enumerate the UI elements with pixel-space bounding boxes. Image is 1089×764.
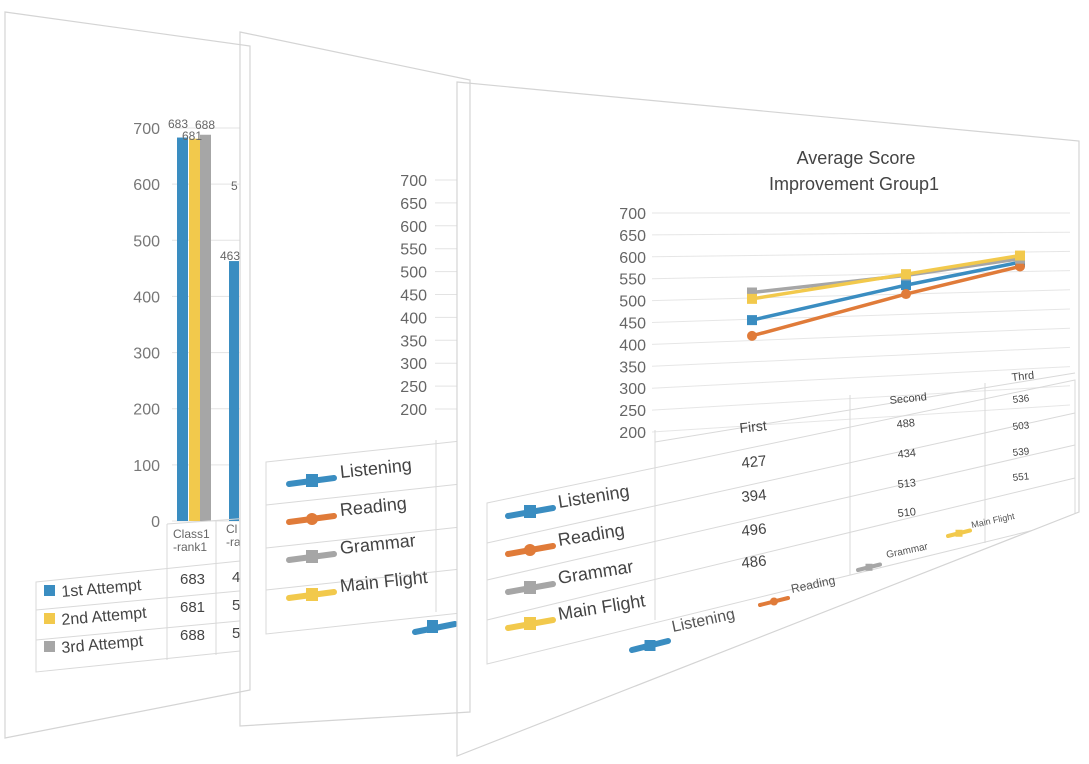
y-tick-label: 250 [400, 379, 427, 396]
data-label: 463 [220, 249, 240, 263]
table-header: First [739, 417, 768, 436]
legend-key-1st-attempt [44, 585, 55, 596]
y-tick-label: 100 [133, 458, 160, 475]
table-cell: 394 [741, 486, 768, 506]
bar-2nd-attempt [189, 138, 200, 521]
table-cell: 496 [741, 520, 768, 540]
y-tick-label: 400 [400, 310, 427, 327]
legend-marker-main-flight [524, 617, 536, 630]
y-tick-label: 600 [619, 250, 646, 267]
category-label: Class1 [173, 527, 210, 541]
legend-key-3rd-attempt [44, 641, 55, 652]
legend-marker-grammar [524, 581, 536, 594]
y-tick-label: 300 [133, 346, 160, 363]
bottom-legend-marker-grammar [865, 563, 873, 571]
category-label: Cl [226, 522, 237, 536]
y-tick-label: 500 [400, 265, 427, 282]
y-tick-label: 550 [400, 242, 427, 259]
y-tick-label: 600 [400, 219, 427, 236]
y-tick-label: 200 [400, 402, 427, 419]
data-label: 688 [195, 118, 215, 132]
data-point-reading [747, 330, 757, 341]
y-tick-label: 700 [619, 206, 646, 223]
table-cell: 5 [232, 597, 240, 614]
table-cell: 551 [1012, 471, 1030, 484]
table-cell: 4 [232, 569, 240, 586]
legend-marker-listening [524, 505, 536, 518]
table-cell: 513 [897, 477, 917, 491]
table-cell: 539 [1012, 446, 1030, 459]
bottom-legend-marker-reading [770, 597, 778, 606]
legend-marker-reading [524, 544, 536, 556]
y-tick-label: 700 [400, 173, 427, 190]
table-cell: 681 [180, 599, 205, 616]
legend-marker [306, 513, 318, 525]
table-header: Thrd [1011, 370, 1035, 384]
y-tick-label: 300 [400, 356, 427, 373]
chart-subtitle: Improvement Group1 [769, 174, 939, 194]
y-tick-label: 450 [400, 288, 427, 305]
chart-title: Average Score [797, 148, 916, 168]
table-cell: 427 [741, 452, 768, 472]
legend-key-2nd-attempt [44, 613, 55, 624]
table-cell: 434 [897, 447, 917, 461]
y-tick-label: 450 [619, 316, 646, 333]
data-point-listening [747, 315, 757, 326]
y-tick-label: 400 [619, 337, 646, 354]
data-point-listening [901, 280, 911, 291]
table-cell: 5 [232, 625, 240, 642]
bar-1st-attempt [177, 137, 188, 521]
table-cell: 510 [897, 506, 917, 520]
category-label: -ra [226, 535, 241, 549]
y-tick-label: 200 [133, 402, 160, 419]
y-tick-label: 300 [619, 381, 646, 398]
data-label: 5 [231, 179, 238, 193]
legend-marker [306, 550, 318, 563]
y-tick-label: 350 [619, 359, 646, 376]
table-cell: 486 [741, 552, 768, 572]
bottom-legend-marker-main-flight [955, 529, 963, 537]
y-tick-label: 400 [133, 289, 160, 306]
table-cell: 536 [1012, 393, 1030, 406]
y-tick-label: 250 [619, 403, 646, 420]
data-point-reading [901, 289, 911, 300]
y-tick-label: 500 [133, 233, 160, 250]
bar-1st-attempt [229, 261, 239, 521]
legend-marker [306, 474, 318, 487]
y-tick-label: 350 [400, 333, 427, 350]
y-tick-label: 600 [133, 177, 160, 194]
bottom-legend-marker-listening [644, 640, 656, 651]
y-tick-label: 700 [133, 121, 160, 138]
y-tick-label: 0 [151, 514, 160, 531]
data-point-main-flight [747, 293, 757, 304]
y-tick-label: 200 [619, 425, 646, 442]
table-cell: 683 [180, 571, 205, 588]
legend-marker [306, 588, 318, 601]
y-tick-label: 650 [400, 196, 427, 213]
bottom-legend-marker [427, 620, 438, 633]
y-tick-label: 500 [619, 294, 646, 311]
y-tick-label: 650 [619, 228, 646, 245]
table-cell: 488 [896, 417, 916, 431]
data-point-main-flight [1015, 250, 1025, 261]
y-tick-label: 550 [619, 272, 646, 289]
table-cell: 503 [1012, 420, 1030, 433]
table-cell: 688 [180, 627, 205, 644]
category-label: -rank1 [173, 540, 207, 554]
data-point-main-flight [901, 269, 911, 280]
bar-3rd-attempt [200, 134, 211, 522]
